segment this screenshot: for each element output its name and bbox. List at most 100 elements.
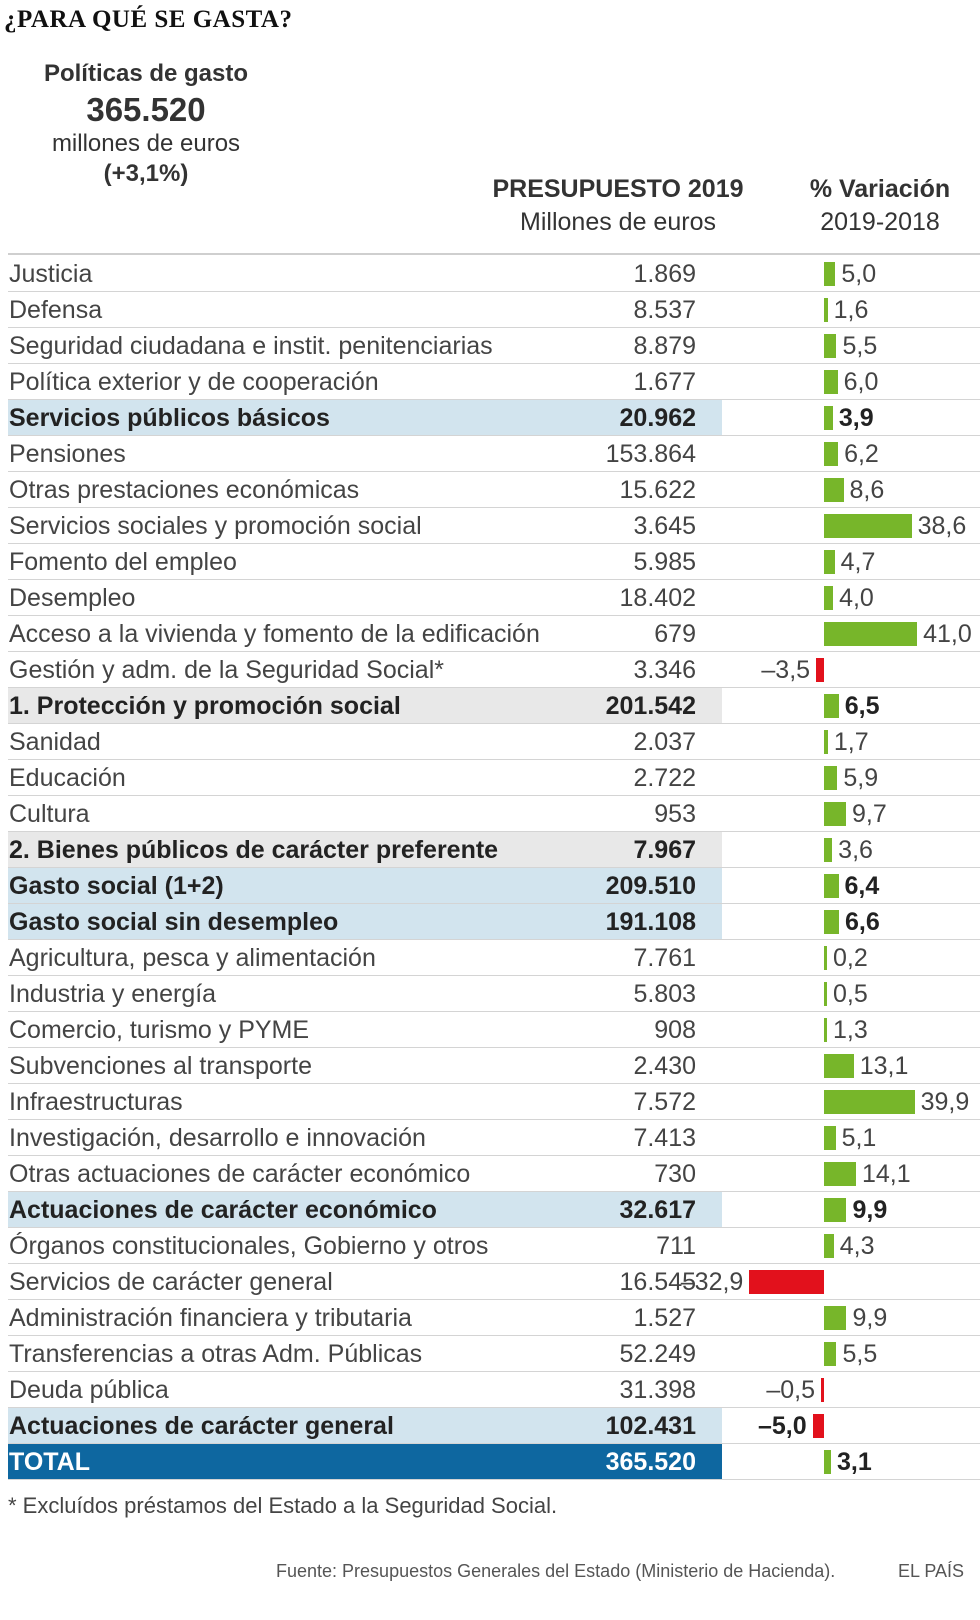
row-label: Fomento del empleo [9,548,237,576]
row-label: Otras actuaciones de carácter económico [9,1160,471,1188]
variation-bar-positive [824,766,838,790]
variation-bar-positive [824,694,839,718]
budget-value: 3.645 [633,512,696,540]
row-highlight [8,868,722,904]
row-divider [8,723,980,724]
variation-bar-positive [824,334,837,358]
row-divider [8,1299,980,1300]
table-row: Acceso a la vivienda y fomento de la edi… [0,616,980,652]
table-row: Agricultura, pesca y alimentación 7.761 0,… [0,940,980,976]
row-divider [8,975,980,976]
budget-value: 16.545 [619,1268,696,1296]
variation-bar-positive [824,910,839,934]
variation-label: 4,3 [839,1232,875,1260]
row-divider [8,687,980,688]
row-label: Cultura [9,800,90,828]
row-label: Gasto social sin desempleo [9,908,339,936]
summary-unit: millones de euros [51,130,241,157]
table-row: Servicios sociales y promoción social 3.6… [0,508,980,544]
budget-value: 1.527 [633,1304,696,1332]
row-label: Servicios de carácter general [9,1268,333,1296]
table-row: Servicios públicos básicos 20.962 3,9 [0,400,980,436]
row-label: Órganos constitucionales, Gobierno y otr… [9,1232,489,1260]
budget-value: 153.864 [605,440,696,468]
variation-bar-positive [824,1450,832,1474]
table-row: Industria y energía 5.803 0,5 [0,976,980,1012]
row-label: Industria y energía [9,980,217,1008]
row-divider [8,399,980,400]
row-label: 1. Protección y promoción social [9,692,401,720]
row-divider [8,1191,980,1192]
row-label: Otras prestaciones económicas [9,476,360,504]
table-row: Seguridad ciudadana e instit. penitencia… [0,328,980,364]
row-label: Transferencias a otras Adm. Públicas [9,1340,423,1368]
row-label: Pensiones [9,440,126,468]
table-row: Pensiones 153.864 6,2 [0,436,980,472]
summary-total: 365.520 [86,91,206,128]
row-divider [8,1407,980,1408]
row-label: Sanidad [9,728,101,756]
variation-label: 5,0 [841,260,877,288]
row-label: Actuaciones de carácter general [9,1412,394,1440]
row-label: Defensa [9,296,103,324]
row-divider [8,651,980,652]
variation-bar-positive [824,1306,847,1330]
variation-bar-positive [824,550,835,574]
row-divider [8,1227,980,1228]
variation-bar-positive [824,370,838,394]
row-label: Administración financiera y tributaria [9,1304,412,1332]
row-label: Gasto social (1+2) [9,872,224,900]
variation-bar-positive [824,874,839,898]
row-divider [8,1335,980,1336]
variation-column-period: 2019-2018 [820,208,940,236]
table-row: Sanidad 2.037 1,7 [0,724,980,760]
row-label: Infraestructuras [9,1088,183,1116]
variation-bar-positive [824,838,833,862]
variation-label: 1,7 [833,728,869,756]
budget-value: 3.346 [633,656,696,684]
row-highlight [8,1408,722,1444]
row-label: Servicios sociales y promoción social [9,512,422,540]
table-row: Actuaciones de carácter general 102.431 –5… [0,1408,980,1444]
table-row: Justicia 1.869 5,0 [0,256,980,292]
row-label: Deuda pública [9,1376,169,1404]
summary-change: (+3,1%) [103,160,189,187]
table-row: Educación 2.722 5,9 [0,760,980,796]
budget-value: 711 [656,1232,696,1260]
variation-label: 3,6 [838,836,873,864]
variation-bar-positive [824,1234,834,1258]
budget-value: 7.413 [633,1124,696,1152]
row-divider [8,1011,980,1012]
row-label: TOTAL [9,1448,91,1476]
variation-label: 6,6 [844,908,880,936]
budget-column-unit: Millones de euros [520,208,716,236]
table-row: Defensa 8.537 1,6 [0,292,980,328]
budget-value: 5.803 [633,980,696,1008]
row-divider [8,507,980,508]
table-row: 2. Bienes públicos de carácter preferent… [0,832,980,868]
variation-bar-positive [824,298,828,322]
variation-bar-positive [824,514,912,538]
row-label: Gestión y adm. de la Seguridad Social* [9,656,444,684]
budget-value: 201.542 [605,692,696,720]
table-row: Desempleo 18.402 4,0 [0,580,980,616]
header-divider [8,253,980,255]
row-divider [8,471,980,472]
budget-value: 31.398 [619,1376,696,1404]
variation-column-title: % Variación [809,175,951,203]
variation-label: –3,5 [761,656,811,684]
variation-label: 4,0 [839,584,874,612]
row-divider [8,1119,980,1120]
row-divider [8,435,980,436]
variation-label: –32,9 [680,1268,744,1296]
row-label: Investigación, desarrollo e innovación [9,1124,426,1152]
budget-value: 20.962 [619,404,696,432]
budget-value: 2.037 [633,728,696,756]
table-row: Subvenciones al transporte 2.430 13,1 [0,1048,980,1084]
variation-bar-negative [749,1270,824,1294]
variation-bar-positive [824,946,827,970]
table-row: TOTAL 365.520 3,1 [0,1444,980,1480]
variation-bar-positive [824,1054,854,1078]
table-row: Servicios de carácter general 16.545 –32,9 [0,1264,980,1300]
variation-label: 0,5 [833,980,868,1008]
